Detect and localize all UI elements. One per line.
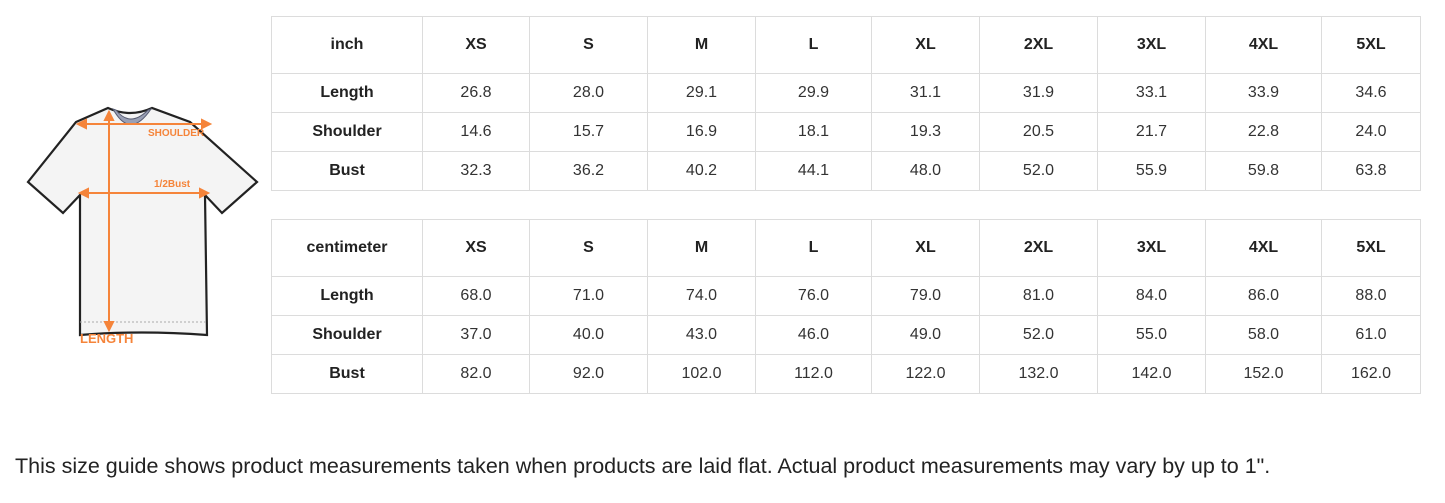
measurement-cell: 68.0 (422, 276, 530, 316)
measurement-cell: 92.0 (529, 354, 648, 394)
measurement-cell: 31.9 (979, 73, 1098, 113)
measurement-cell: 142.0 (1097, 354, 1206, 394)
size-header: M (647, 16, 756, 74)
unit-header: inch (271, 16, 423, 74)
measurement-cell: 18.1 (755, 112, 872, 152)
measurement-cell: 46.0 (755, 315, 872, 355)
measurement-cell: 84.0 (1097, 276, 1206, 316)
size-header: 4XL (1205, 16, 1322, 74)
size-header: L (755, 16, 872, 74)
measurement-cell: 33.1 (1097, 73, 1206, 113)
table-row: Shoulder 37.0 40.0 43.0 46.0 49.0 52.0 55.0 58.0… (271, 315, 1421, 355)
size-header: L (755, 219, 872, 277)
measurement-cell: 29.1 (647, 73, 756, 113)
measurement-cell: 55.9 (1097, 151, 1206, 191)
header-row: centimeter XS S M L XL 2XL 3XL 4XL 5XL (271, 219, 1421, 277)
measurement-cell: 14.6 (422, 112, 530, 152)
length-label: LENGTH (80, 331, 133, 346)
table-row: Bust 32.3 36.2 40.2 44.1 48.0 52.0 55.9 59.8 63.8 (271, 151, 1421, 191)
measurement-cell: 112.0 (755, 354, 872, 394)
measurement-cell: 102.0 (647, 354, 756, 394)
measurement-cell: 86.0 (1205, 276, 1322, 316)
measurement-cell: 71.0 (529, 276, 648, 316)
measurement-cell: 52.0 (979, 151, 1098, 191)
measurement-cell: 32.3 (422, 151, 530, 191)
size-header: 5XL (1321, 219, 1421, 277)
tshirt-measurement-diagram: SHOULDER 1/2Bust LENGTH (26, 106, 259, 346)
measurement-cell: 132.0 (979, 354, 1098, 394)
table-row: Bust 82.0 92.0 102.0 112.0 122.0 132.0 142.0 152… (271, 354, 1421, 394)
measurement-cell: 74.0 (647, 276, 756, 316)
row-label: Shoulder (271, 112, 423, 152)
unit-header: centimeter (271, 219, 423, 277)
measurement-cell: 122.0 (871, 354, 980, 394)
centimeter-size-table: centimeter XS S M L XL 2XL 3XL 4XL 5XL Length 68.0 7… (271, 219, 1421, 394)
header-row: inch XS S M L XL 2XL 3XL 4XL 5XL (271, 16, 1421, 74)
measurement-cell: 61.0 (1321, 315, 1421, 355)
measurement-cell: 40.2 (647, 151, 756, 191)
measurement-cell: 31.1 (871, 73, 980, 113)
size-header: 5XL (1321, 16, 1421, 74)
measurement-cell: 22.8 (1205, 112, 1322, 152)
measurement-cell: 29.9 (755, 73, 872, 113)
measurement-cell: 16.9 (647, 112, 756, 152)
measurement-cell: 88.0 (1321, 276, 1421, 316)
size-guide-note: This size guide shows product measuremen… (15, 454, 1271, 478)
row-label: Length (271, 276, 423, 316)
measurement-cell: 162.0 (1321, 354, 1421, 394)
measurement-cell: 44.1 (755, 151, 872, 191)
measurement-cell: 19.3 (871, 112, 980, 152)
measurement-cell: 79.0 (871, 276, 980, 316)
measurement-cell: 37.0 (422, 315, 530, 355)
measurement-cell: 58.0 (1205, 315, 1322, 355)
measurement-cell: 28.0 (529, 73, 648, 113)
size-header: 3XL (1097, 16, 1206, 74)
size-header: XS (422, 16, 530, 74)
measurement-cell: 21.7 (1097, 112, 1206, 152)
measurement-cell: 24.0 (1321, 112, 1421, 152)
measurement-cell: 49.0 (871, 315, 980, 355)
table-row: Length 68.0 71.0 74.0 76.0 79.0 81.0 84.0 86.0 88… (271, 276, 1421, 316)
measurement-cell: 82.0 (422, 354, 530, 394)
table-row: Length 26.8 28.0 29.1 29.9 31.1 31.9 33.1 33.9 34… (271, 73, 1421, 113)
bust-label: 1/2Bust (154, 179, 191, 190)
measurement-cell: 76.0 (755, 276, 872, 316)
measurement-cell: 34.6 (1321, 73, 1421, 113)
measurement-cell: 55.0 (1097, 315, 1206, 355)
shoulder-label: SHOULDER (148, 128, 205, 139)
measurement-cell: 43.0 (647, 315, 756, 355)
size-header: M (647, 219, 756, 277)
measurement-cell: 63.8 (1321, 151, 1421, 191)
row-label: Length (271, 73, 423, 113)
measurement-cell: 33.9 (1205, 73, 1322, 113)
size-header: XL (871, 219, 980, 277)
measurement-cell: 52.0 (979, 315, 1098, 355)
size-header: 3XL (1097, 219, 1206, 277)
size-header: S (529, 219, 648, 277)
size-header: XS (422, 219, 530, 277)
size-header: 2XL (979, 219, 1098, 277)
size-header: 4XL (1205, 219, 1322, 277)
row-label: Bust (271, 151, 423, 191)
table-row: Shoulder 14.6 15.7 16.9 18.1 19.3 20.5 21.7 22.8… (271, 112, 1421, 152)
measurement-cell: 15.7 (529, 112, 648, 152)
tshirt-outline (26, 106, 259, 337)
measurement-cell: 40.0 (529, 315, 648, 355)
inch-size-table: inch XS S M L XL 2XL 3XL 4XL 5XL Length 26.8 28.0 29.… (271, 16, 1421, 191)
row-label: Shoulder (271, 315, 423, 355)
size-header: S (529, 16, 648, 74)
measurement-cell: 36.2 (529, 151, 648, 191)
tshirt-collar (111, 108, 153, 125)
size-header: XL (871, 16, 980, 74)
measurement-cell: 48.0 (871, 151, 980, 191)
measurement-cell: 81.0 (979, 276, 1098, 316)
measurement-cell: 152.0 (1205, 354, 1322, 394)
measurement-cell: 20.5 (979, 112, 1098, 152)
size-header: 2XL (979, 16, 1098, 74)
measurement-cell: 59.8 (1205, 151, 1322, 191)
row-label: Bust (271, 354, 423, 394)
measurement-cell: 26.8 (422, 73, 530, 113)
